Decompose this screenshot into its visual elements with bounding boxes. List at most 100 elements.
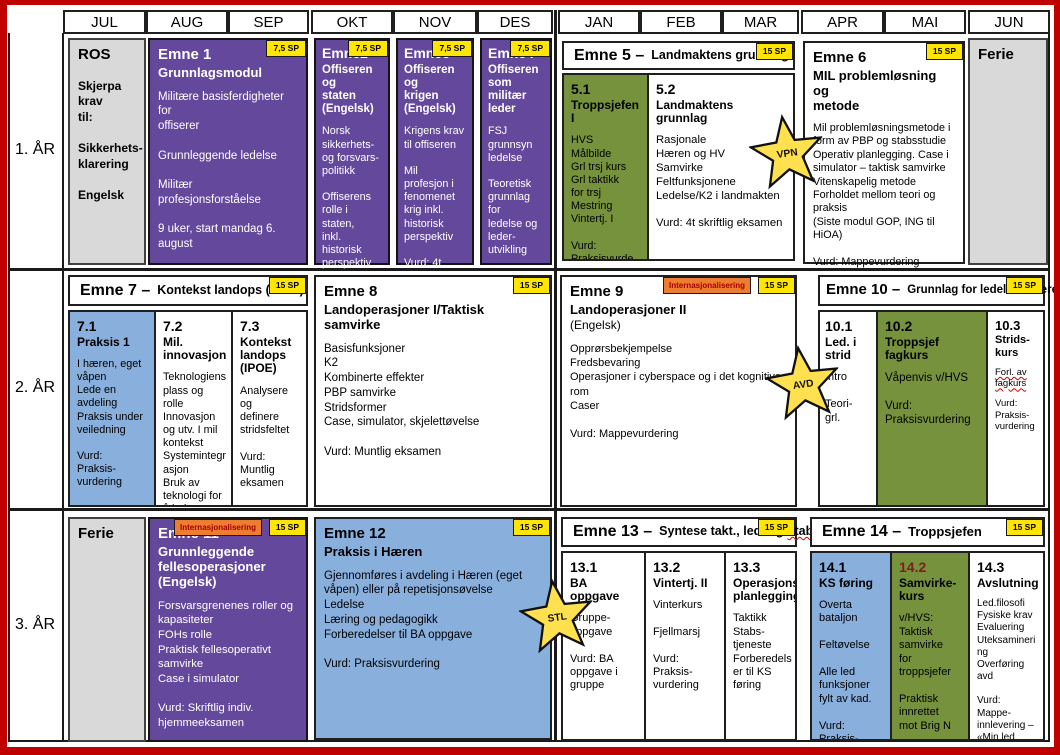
emne10-sp-badge: 15 SP: [1005, 277, 1043, 294]
emne1-title: Emne 1: [158, 46, 212, 63]
emne14-sp-badge: 15 SP: [1005, 519, 1043, 536]
emne7-sub1-num: 7.1: [77, 318, 97, 334]
month-jan: JAN: [558, 10, 640, 34]
month-sep: SEP: [228, 10, 309, 34]
month-label: JAN: [584, 13, 614, 31]
month-nov: NOV: [393, 10, 477, 34]
emne7-sp-badge: 15 SP: [268, 277, 306, 294]
emne14-sub1-body: Overta bataljon Feltøvelse Alle led funk…: [819, 598, 872, 739]
ros-title: ROS: [78, 46, 111, 63]
emne12-title: Emne 12: [324, 525, 386, 542]
frame-top: [0, 0, 1060, 5]
ferie-year3-label: Ferie: [78, 525, 114, 542]
emne13-header: Emne 13 – Syntese takt., led. og stabstj…: [561, 517, 831, 547]
table-right-border: [1048, 33, 1050, 742]
star-icon: AVD: [763, 344, 840, 421]
emne14-body: 14.1 KS føring Overta bataljon Feltøvels…: [810, 551, 1045, 741]
semester-divider: [554, 10, 557, 741]
month-label: OKT: [336, 13, 368, 31]
month-label: FEB: [666, 13, 696, 31]
emne14-sub-14-1: 14.1 KS føring Overta bataljon Feltøvels…: [812, 553, 892, 739]
ferie-year1-box: Ferie: [968, 38, 1048, 265]
emne9-subtitle: Landoperasjoner II: [570, 301, 687, 317]
emne13-sub-13-3: 13.3 Operasjons planlegging Taktikk Stab…: [726, 553, 795, 739]
table-left-border: [8, 33, 10, 742]
year-3-label: 3. ÅR: [14, 616, 55, 633]
emne13-sub3-name: Operasjons planlegging: [733, 575, 795, 603]
month-aug: AUG: [146, 10, 228, 34]
emne7-sub2-name: Mil. innovasjon: [163, 334, 227, 362]
emne14-sub1-num: 14.1: [819, 559, 847, 575]
emne3-body: Krigens krav til offiseren Mil profesjon…: [404, 125, 465, 295]
month-label: SEP: [253, 13, 284, 31]
star-icon: STL: [517, 577, 594, 654]
emne7-sub2-num: 7.2: [163, 318, 183, 334]
emne2-subtitle: Offiseren og staten (Engelsk): [322, 63, 374, 116]
emne7-sub1-name: Praksis 1: [77, 334, 130, 349]
emne14-title: Emne 14 –: [822, 523, 902, 540]
emne9-sp-badge: 15 SP: [757, 277, 795, 294]
emne4-subtitle: Offiseren som militær leder: [488, 63, 539, 116]
month-feb: FEB: [640, 10, 722, 34]
emne7-sub-7-1: 7.1 Praksis 1 I hæren, eget våpen Lede e…: [70, 312, 156, 505]
emne13-sub-13-2: 13.2 Vintertj. II Vinterkurs Fjellmarsj …: [646, 553, 726, 739]
emne13-title2: Syntese takt., led. og: [659, 524, 784, 539]
emne5-sub-5-2: 5.2 Landmaktens grunnlag Rasjonale Hæren…: [649, 75, 793, 259]
month-des: DES: [477, 10, 553, 34]
emne13-sub1-body: Gruppe- oppgave Vurd: BA oppgave i grupp…: [570, 612, 618, 692]
emne7-sub-7-3: 7.3 Kontekst landops (IPOE) Analysere og…: [233, 312, 306, 505]
avd-star-label: AVD: [792, 378, 814, 392]
emne9-body: Opprørsbekjempelse Fredsbevaring Operasj…: [570, 342, 781, 441]
emne4-box: 7,5 SP Emne4 Offiseren som militær leder…: [480, 38, 552, 309]
emne5-body: 5.1 Troppsjefen I HVS Målbilde Grl trsj …: [562, 73, 795, 261]
emne2-sp-badge: 7,5 SP: [348, 40, 388, 57]
emne12-box: 15 SP Emne 12 Praksis i Hæren Gjennomfør…: [314, 517, 552, 740]
ferie-year1-label: Ferie: [978, 46, 1014, 63]
emne9-internasjonalisering-badge: Internasjonalisering: [662, 277, 751, 294]
emne10-sub3-name: Strids- kurs: [995, 334, 1030, 359]
emne7-title2: Kontekst landops (IPOE): [157, 282, 304, 297]
month-label: MAI: [911, 13, 939, 31]
emne13-sp-badge: 15 SP: [757, 519, 795, 536]
emne12-sp-badge: 15 SP: [512, 519, 550, 536]
emne4-sp-badge: 7,5 SP: [510, 40, 550, 57]
emne8-sp-badge: 15 SP: [512, 277, 550, 294]
month-label: MAR: [743, 13, 778, 31]
emne10-sub1-name: Led. i strid: [825, 334, 857, 362]
emne10-title: Emne 10 –: [826, 281, 901, 299]
emne7-sub-7-2: 7.2 Mil. innovasjon Teknologiens plass o…: [156, 312, 233, 505]
emne5-title: Emne 5 –: [574, 46, 645, 64]
month-label: JUN: [994, 13, 1024, 31]
emne13-body: 13.1 BA oppgave Gruppe- oppgave Vurd: BA…: [561, 551, 797, 741]
emne7-body: 7.1 Praksis 1 I hæren, eget våpen Lede e…: [68, 310, 308, 507]
emne5-sub1-num: 5.1: [571, 81, 591, 97]
emne11-box: Internasjonalisering 15 SP Emne 11 Grunn…: [148, 517, 308, 742]
emne14-sub-14-2: 14.2 Samvirke- kurs v/HVS: Taktisk samvi…: [892, 553, 970, 739]
emne14-sub2-body: v/HVS: Taktisk samvirke for troppsjefer …: [899, 612, 951, 732]
emne12-subtitle: Praksis i Hæren: [324, 543, 423, 559]
frame-bottom: [0, 747, 1060, 755]
row-divider-year2-3: [8, 508, 1050, 511]
emne8-title: Emne 8: [324, 283, 378, 300]
emne13-sub3-num: 13.3: [733, 559, 761, 575]
month-label: JUL: [91, 13, 118, 31]
emne13-sub2-num: 13.2: [653, 559, 681, 575]
emne5-sub1-name: Troppsjefen I: [571, 97, 640, 125]
month-mar: MAR: [722, 10, 799, 34]
emne7-sub3-body: Analysere og definere stridsfeltet Vurd:…: [240, 384, 290, 490]
emne13-sub1-name: BA oppgave: [570, 575, 620, 603]
emne14-sub2-num: 14.2: [899, 559, 927, 575]
frame-right: [1054, 0, 1060, 755]
emne11-subtitle: Grunnleggende fellesoperasjoner (Engelsk…: [158, 543, 266, 589]
emne11-sp-badge: 15 SP: [268, 519, 306, 536]
emne13-sub1-num: 13.1: [570, 559, 598, 575]
year-2-label: 2. ÅR: [14, 379, 55, 396]
emne1-body: Militære basisferdigheter for offiserer …: [158, 90, 284, 294]
emne11-internasjonalisering-badge: Internasjonalisering: [173, 519, 262, 536]
emne3-subtitle: Offiseren og krigen (Engelsk): [404, 63, 456, 116]
month-jun: JUN: [968, 10, 1050, 34]
emne9-title: Emne 9: [570, 283, 624, 300]
emne5-sub2-body: Rasjonale Hæren og HV Samvirke Feltfunks…: [656, 134, 783, 230]
emne13-sub3-body: Taktikk Stabs- tjeneste Forberedels er t…: [733, 612, 792, 692]
emne6-body: Mil problemløsningsmetode i form av PBP …: [813, 121, 951, 269]
